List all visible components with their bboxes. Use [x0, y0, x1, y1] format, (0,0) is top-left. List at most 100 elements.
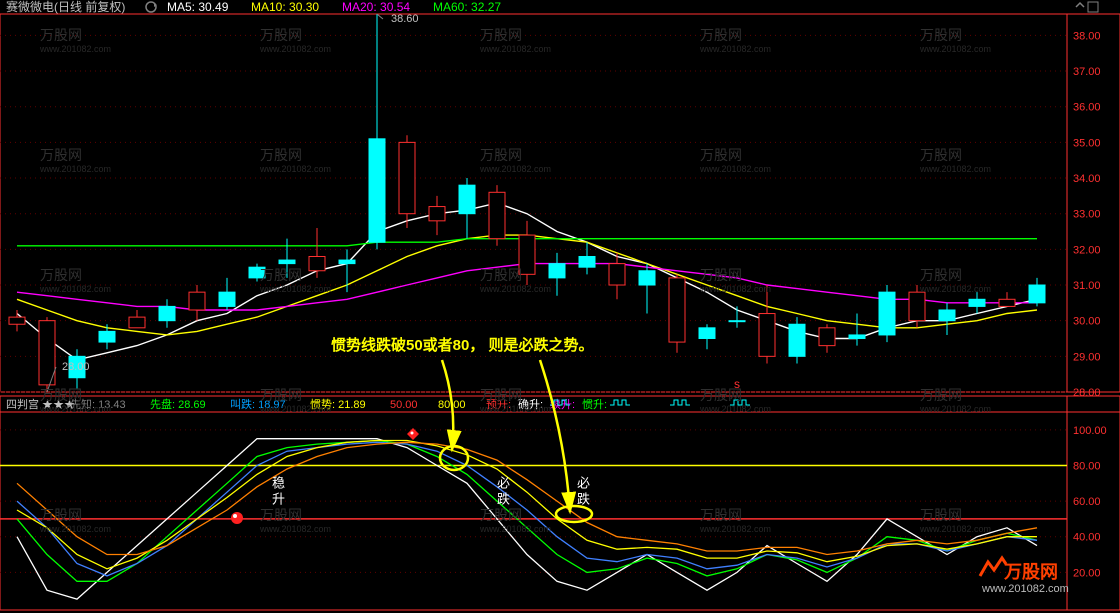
svg-text:万股网: 万股网 [480, 27, 522, 43]
price-axis-label: 30.00 [1073, 316, 1101, 328]
svg-text:万股网: 万股网 [40, 507, 82, 523]
candle [549, 264, 565, 278]
candle [609, 264, 625, 285]
indicator-text-label: 必 [577, 476, 590, 491]
svg-text:万股网: 万股网 [700, 507, 742, 523]
svg-text:万股网: 万股网 [700, 147, 742, 163]
candle [369, 139, 385, 242]
candle [969, 299, 985, 306]
ma-label: MA60: 32.27 [433, 0, 501, 14]
svg-text:www.201082.com: www.201082.com [39, 284, 111, 294]
candle [489, 192, 505, 238]
candle [699, 328, 715, 339]
svg-text:www.201082.com: www.201082.com [699, 284, 771, 294]
svg-text:www.201082.com: www.201082.com [259, 524, 331, 534]
svg-text:万股网: 万股网 [700, 387, 742, 403]
candle [909, 292, 925, 321]
indicator-header-item: 惯升: [582, 397, 607, 411]
svg-text:万股网: 万股网 [260, 507, 302, 523]
price-axis-label: 34.00 [1073, 173, 1101, 185]
indicator-text-label: 跌 [497, 492, 510, 507]
svg-text:万股网: 万股网 [920, 387, 962, 403]
indicator-header-item: 先盘: 28.69 [150, 397, 206, 411]
svg-text:www.201082.com: www.201082.com [39, 164, 111, 174]
svg-text:www.201082.com: www.201082.com [981, 583, 1069, 595]
price-axis-label: 32.00 [1073, 244, 1101, 256]
candle [1029, 285, 1045, 303]
price-axis-label: 36.00 [1073, 102, 1101, 114]
svg-text:万股网: 万股网 [480, 147, 522, 163]
indicator-text-label: 跌 [577, 492, 590, 507]
svg-text:www.201082.com: www.201082.com [479, 284, 551, 294]
svg-text:万股网: 万股网 [40, 27, 82, 43]
svg-text:www.201082.com: www.201082.com [699, 164, 771, 174]
svg-text:www.201082.com: www.201082.com [259, 164, 331, 174]
red-dot-marker [231, 512, 243, 524]
ma-label: MA20: 30.54 [342, 0, 410, 14]
svg-text:www.201082.com: www.201082.com [919, 44, 991, 54]
indicator-axis-label: 40.00 [1073, 532, 1101, 544]
candle [459, 185, 475, 214]
indicator-axis-label: 80.00 [1073, 460, 1101, 472]
svg-text:万股网: 万股网 [260, 267, 302, 283]
price-axis-label: 37.00 [1073, 66, 1101, 78]
price-high-label: 38.60 [391, 13, 419, 25]
candle [159, 306, 175, 320]
svg-text:www.201082.com: www.201082.com [919, 524, 991, 534]
svg-text:www.201082.com: www.201082.com [259, 44, 331, 54]
indicator-text-label: 必 [497, 476, 510, 491]
price-axis-label: 33.00 [1073, 209, 1101, 221]
svg-text:www.201082.com: www.201082.com [919, 404, 991, 414]
svg-text:万股网: 万股网 [40, 147, 82, 163]
svg-text:www.201082.com: www.201082.com [479, 44, 551, 54]
svg-text:万股网: 万股网 [480, 507, 522, 523]
svg-text:万股网: 万股网 [260, 27, 302, 43]
svg-text:www.201082.com: www.201082.com [259, 404, 331, 414]
svg-text:www.201082.com: www.201082.com [259, 284, 331, 294]
stock-chart: 赛微微电(日线 前复权) MA5: 30.49 MA10: 30.30 MA20: 3… [0, 0, 1120, 613]
candle [999, 299, 1015, 306]
svg-text:万股网: 万股网 [700, 267, 742, 283]
svg-text:www.201082.com: www.201082.com [39, 44, 111, 54]
svg-text:万股网: 万股网 [260, 387, 302, 403]
chart-title: 赛微微电(日线 前复权) [6, 0, 125, 14]
candle [99, 331, 115, 342]
candle [399, 142, 415, 213]
candle [669, 278, 685, 342]
svg-text:www.201082.com: www.201082.com [919, 284, 991, 294]
price-low-label: 28.00 [62, 361, 90, 373]
svg-text:万股网: 万股网 [920, 147, 962, 163]
candle [429, 207, 445, 221]
indicator-axis-label: 20.00 [1073, 567, 1101, 579]
svg-text:www.201082.com: www.201082.com [699, 44, 771, 54]
indicator-text-label: 稳 [272, 476, 285, 491]
svg-text:万股网: 万股网 [920, 27, 962, 43]
candle [579, 256, 595, 267]
candle [879, 292, 895, 335]
candle [849, 335, 865, 339]
svg-text:万股网: 万股网 [920, 507, 962, 523]
svg-text:www.201082.com: www.201082.com [919, 164, 991, 174]
candle [729, 321, 745, 322]
svg-text:万股网: 万股网 [1003, 562, 1058, 582]
candle [129, 317, 145, 328]
svg-text:www.201082.com: www.201082.com [39, 404, 111, 414]
ma-label: MA10: 30.30 [251, 0, 319, 14]
price-axis-label: 31.00 [1073, 280, 1101, 292]
indicator-text-label: 升 [272, 492, 285, 507]
candle [9, 317, 25, 324]
ma-label: MA5: 30.49 [167, 0, 229, 14]
price-axis-label: 38.00 [1073, 30, 1101, 42]
candle [639, 271, 655, 285]
svg-text:万股网: 万股网 [260, 147, 302, 163]
candle [309, 256, 325, 270]
svg-text:万股网: 万股网 [40, 267, 82, 283]
indicator-axis-label: 100.00 [1073, 425, 1107, 437]
price-axis-label: 28.00 [1073, 387, 1101, 399]
svg-text:万股网: 万股网 [700, 27, 742, 43]
candle [339, 260, 355, 264]
price-axis-label: 29.00 [1073, 351, 1101, 363]
svg-text:www.201082.com: www.201082.com [699, 404, 771, 414]
svg-text:万股网: 万股网 [480, 267, 522, 283]
svg-text:万股网: 万股网 [920, 267, 962, 283]
